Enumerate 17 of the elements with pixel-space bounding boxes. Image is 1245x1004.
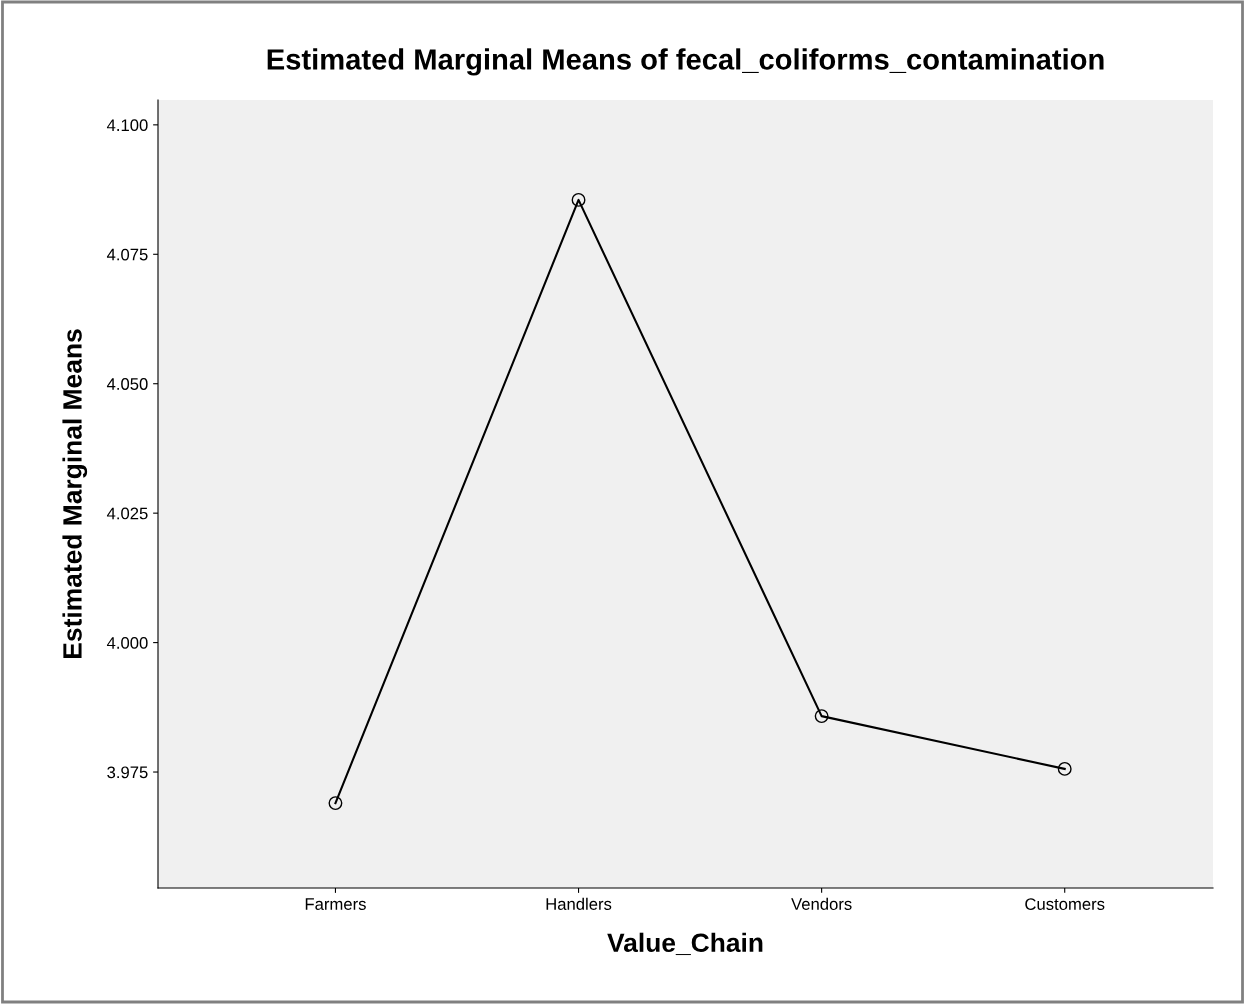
point [571, 192, 586, 207]
y-tick-label: 4.100 [106, 119, 148, 132]
x-tick-label: Handlers [546, 897, 612, 910]
y-tick-label: 4.000 [106, 636, 148, 649]
x-tick-label: Farmers [305, 898, 366, 910]
point [814, 709, 829, 724]
y-axis-title: Estimated Marginal Means [62, 329, 88, 658]
x-axis-title: Value_Chain [607, 932, 763, 956]
y-tick-label: 4.025 [106, 507, 148, 520]
x-tick-label: Customers [1025, 898, 1105, 910]
y-tick-label: 4.075 [106, 248, 148, 261]
x-tick-label: Vendors [791, 897, 852, 910]
point [1057, 761, 1072, 776]
y-tick-label: 3.975 [107, 766, 148, 779]
chart-title: Estimated Marginal Means of fecal_coliforms_contamination [267, 48, 1104, 76]
point [328, 796, 343, 811]
y-tick-label: 4.050 [106, 378, 148, 390]
